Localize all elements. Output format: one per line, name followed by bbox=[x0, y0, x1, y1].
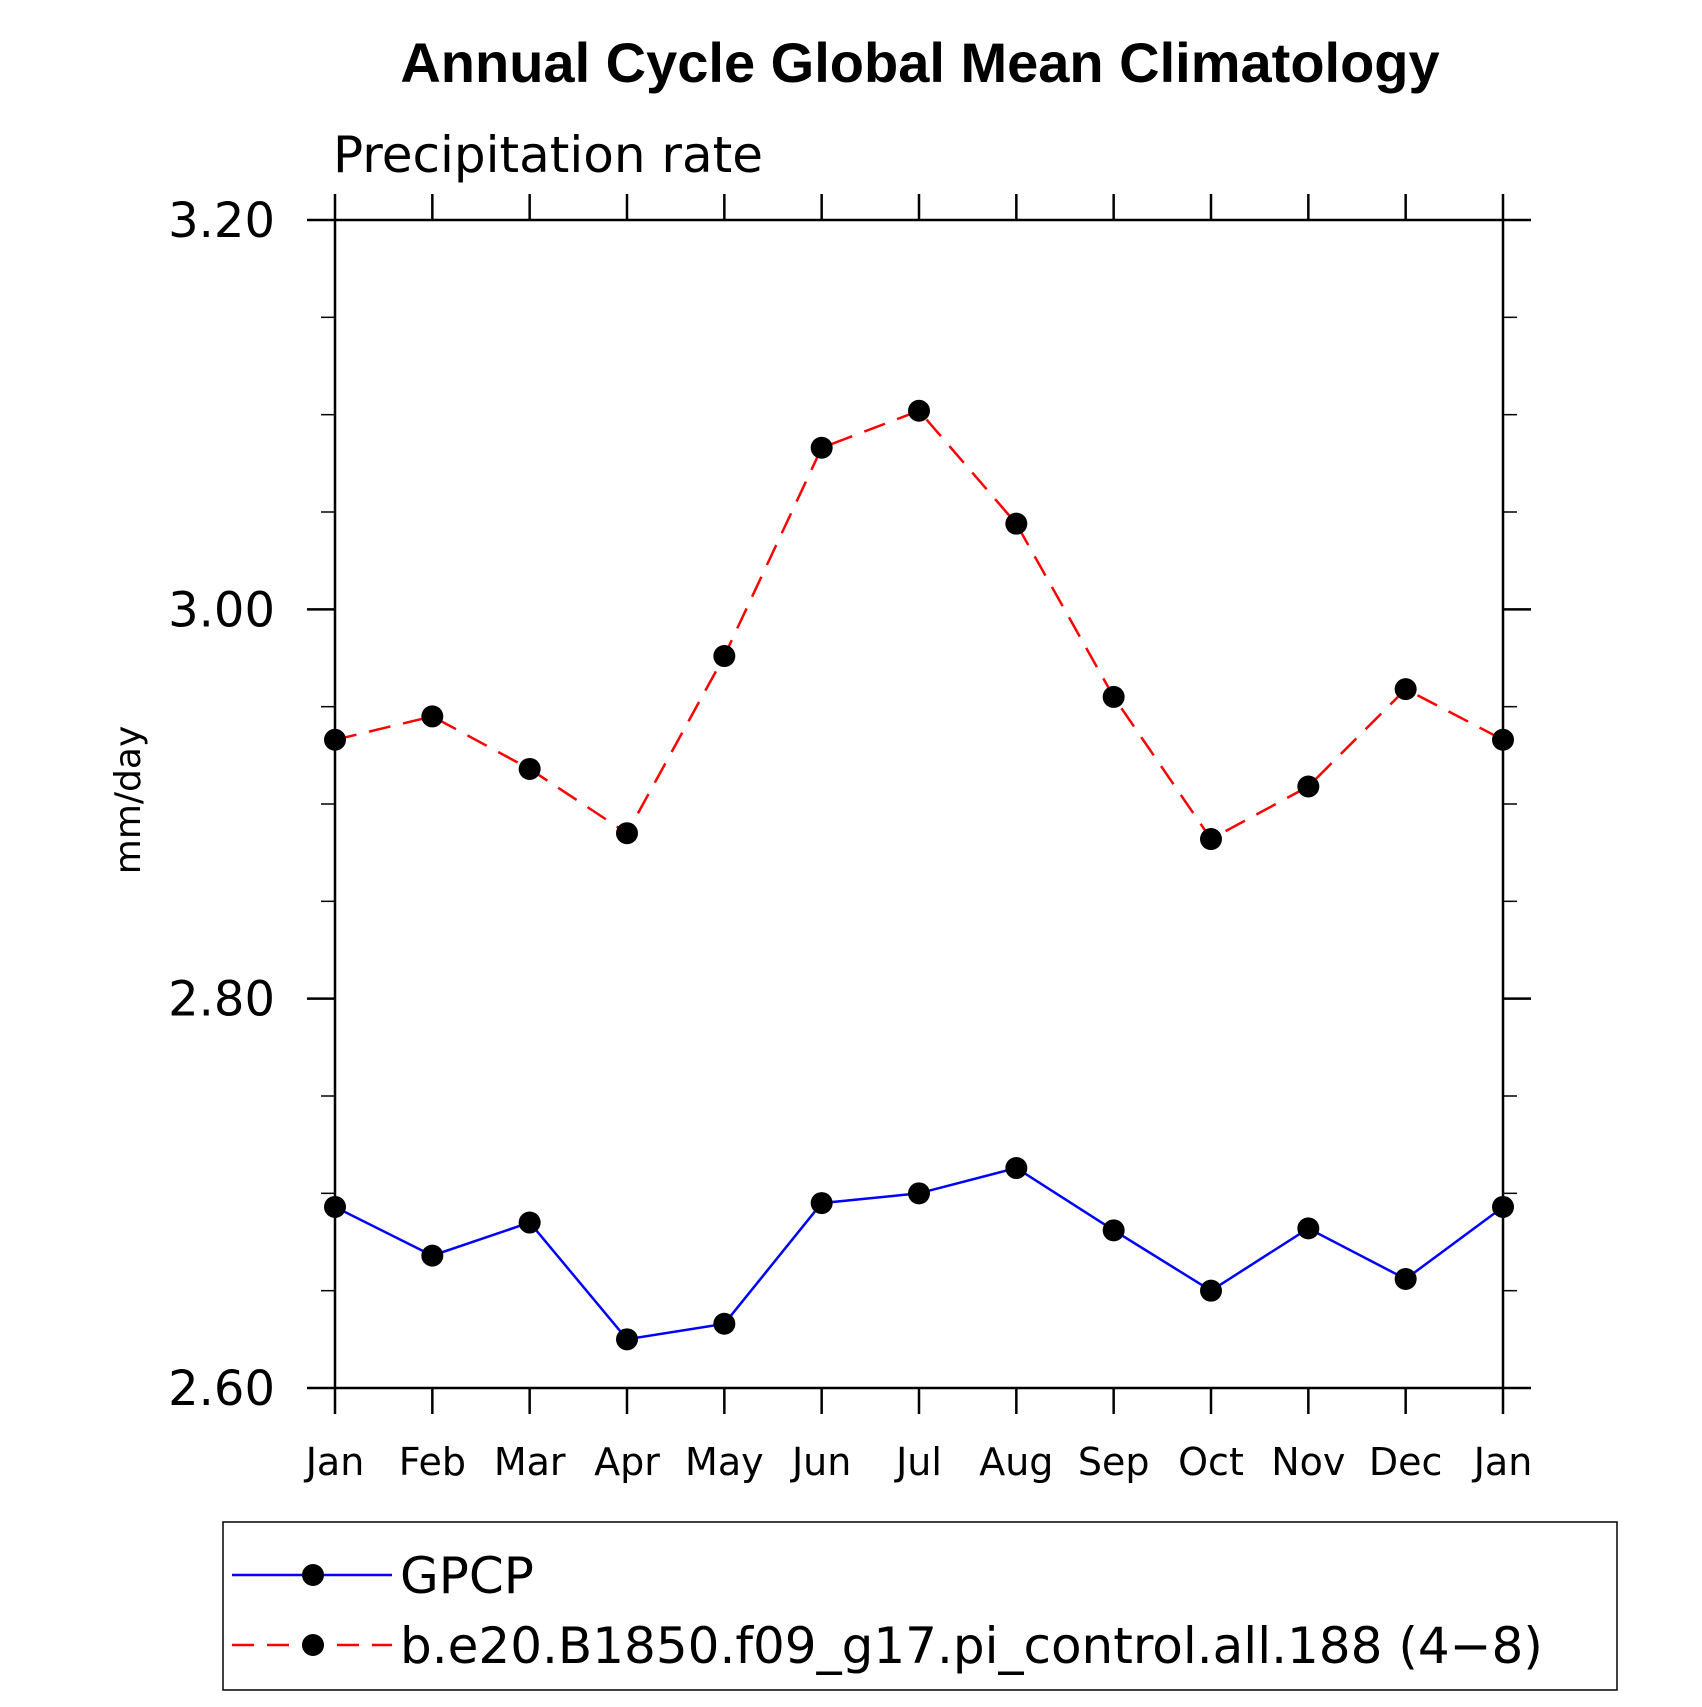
data-point bbox=[1005, 1157, 1028, 1180]
legend-box bbox=[222, 1521, 1618, 1691]
x-tick-label: Dec bbox=[1369, 1440, 1443, 1484]
legend-marker bbox=[302, 1564, 324, 1586]
plot-frame bbox=[333, 218, 1505, 1390]
y-tick-label: 2.80 bbox=[168, 972, 275, 1028]
data-point bbox=[518, 1211, 541, 1234]
data-point bbox=[908, 1182, 930, 1205]
data-point bbox=[1394, 678, 1417, 701]
y-tick-label: 3.00 bbox=[168, 582, 275, 638]
y-tick-label: 2.60 bbox=[168, 1361, 275, 1417]
axes-layer: Jan Feb Mar Apr May Jun Jul Aug Sep Oct Nov Dec Jan 2… bbox=[168, 193, 1532, 1484]
data-point bbox=[713, 1312, 736, 1335]
y-tick-label: 3.20 bbox=[168, 193, 275, 249]
y-axis-label: mm/day bbox=[108, 726, 149, 874]
series-line-1 bbox=[334, 409, 1504, 841]
x-tick-label: Jul bbox=[894, 1440, 942, 1484]
data-point bbox=[1200, 828, 1222, 851]
chart-title: Annual Cycle Global Mean Climatology bbox=[400, 31, 1439, 94]
data-point bbox=[518, 757, 541, 780]
data-point bbox=[324, 728, 346, 751]
data-point bbox=[1102, 1219, 1125, 1242]
x-tick-label: Jan bbox=[304, 1440, 365, 1484]
data-point bbox=[1200, 1279, 1222, 1302]
series-layer bbox=[324, 399, 1514, 1351]
data-point bbox=[713, 645, 736, 668]
data-point bbox=[810, 436, 833, 459]
data-point bbox=[1492, 728, 1514, 751]
x-tick-label: Sep bbox=[1078, 1440, 1150, 1484]
x-tick-label: Nov bbox=[1271, 1440, 1345, 1484]
data-point bbox=[421, 1244, 444, 1267]
legend-label: b.e20.B1850.f09_g17.pi_control.all.188 (… bbox=[400, 1617, 1543, 1675]
data-point bbox=[810, 1192, 833, 1215]
data-point bbox=[324, 1195, 346, 1218]
data-point bbox=[908, 399, 930, 422]
x-tick-label: Oct bbox=[1178, 1440, 1244, 1484]
x-tick-label: May bbox=[685, 1440, 764, 1484]
x-tick-label: Jan bbox=[1472, 1440, 1533, 1484]
data-point bbox=[1394, 1267, 1417, 1290]
legend-label: GPCP bbox=[400, 1547, 534, 1605]
x-tick-label: Feb bbox=[399, 1440, 466, 1484]
data-point bbox=[421, 705, 444, 728]
legend: GPCP b.e20.B1850.f09_g17.pi_control.all.1… bbox=[232, 1547, 1543, 1675]
data-point bbox=[1297, 1217, 1320, 1240]
data-point bbox=[1297, 775, 1320, 798]
x-tick-label: Apr bbox=[594, 1440, 660, 1484]
data-point bbox=[1492, 1195, 1514, 1218]
data-point bbox=[1005, 512, 1028, 535]
data-point bbox=[616, 1328, 638, 1351]
legend-marker bbox=[302, 1634, 324, 1656]
x-tick-label: Aug bbox=[979, 1440, 1053, 1484]
x-tick-label: Jun bbox=[790, 1440, 851, 1484]
x-tick-label: Mar bbox=[494, 1440, 566, 1484]
data-point bbox=[616, 822, 638, 845]
chart-subtitle: Precipitation rate bbox=[333, 126, 763, 184]
data-point bbox=[1102, 685, 1125, 708]
